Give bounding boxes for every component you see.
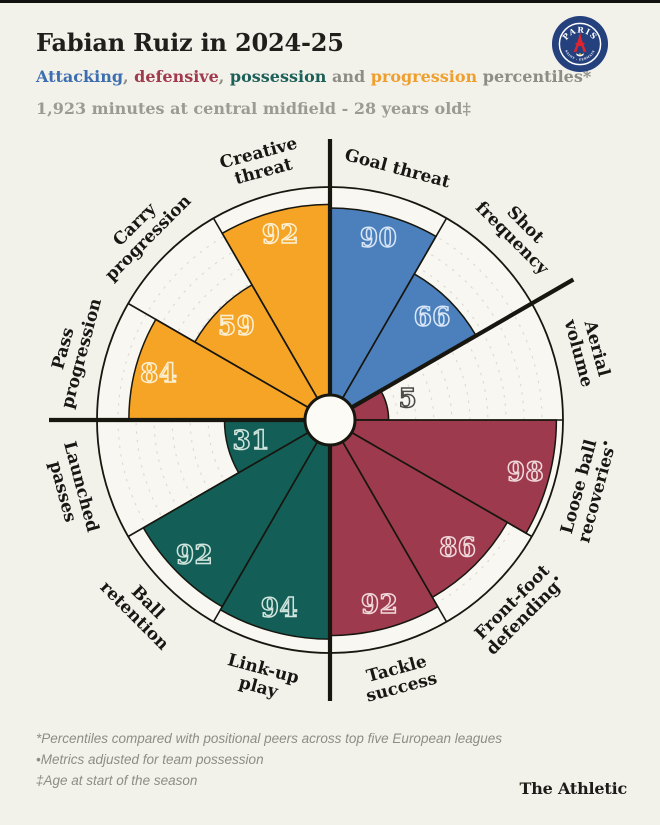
slice-label: Creativethreat xyxy=(218,133,305,191)
svg-text:Passprogression: Passprogression xyxy=(39,291,106,410)
slice-value: 94 xyxy=(261,594,298,624)
slice-front-foot-defending• xyxy=(327,417,509,599)
footnotes-block: *Percentiles compared with positional pe… xyxy=(36,729,502,792)
slice-label: Aerialvolume xyxy=(559,312,615,390)
top-border-bar xyxy=(0,0,660,3)
slice-divider-line xyxy=(212,441,319,623)
svg-text:Link-upplay: Link-upplay xyxy=(220,650,301,707)
slice-value: 92 xyxy=(262,220,299,250)
group-divider-line xyxy=(350,277,575,410)
subtitle-segment: defensive xyxy=(134,67,219,86)
slice-label: Loose ballrecoveries• xyxy=(556,433,621,545)
slice-value: 66 xyxy=(414,303,451,333)
slice-value: 90 xyxy=(360,223,397,253)
center-hole xyxy=(303,393,357,447)
svg-text:Loose ballrecoveries•: Loose ballrecoveries• xyxy=(556,433,621,545)
slice-divider-line xyxy=(127,302,309,409)
slice-value: 86 xyxy=(439,533,476,563)
slice-goal threat xyxy=(329,207,438,423)
slice-loose ball-recoveries• xyxy=(327,419,558,535)
footnote-line: *Percentiles compared with positional pe… xyxy=(36,731,503,746)
slice-label: Tacklesuccess xyxy=(359,650,439,707)
slice-divider-line xyxy=(341,441,448,623)
slice-label: Link-upplay xyxy=(220,650,301,707)
slice-value: 59 xyxy=(218,312,255,342)
subtitle-segment: progression xyxy=(370,67,478,86)
publisher-logo: The Athletic xyxy=(519,779,627,798)
slice-label: Goal threat xyxy=(342,145,452,192)
slice-link-up-play xyxy=(219,417,331,640)
badge-white-ring xyxy=(558,22,602,66)
player-meta: 1,923 minutes at central midfield - 28 y… xyxy=(36,99,471,118)
slice-value: 31 xyxy=(233,426,270,456)
subtitle-segment: percentiles* xyxy=(477,67,592,86)
chart-subtitle: Attacking, defensive, possession and pro… xyxy=(36,67,591,86)
slice-label: Launchedpasses xyxy=(41,439,103,539)
slice-divider-line xyxy=(351,431,533,538)
subtitle-segment: and xyxy=(326,67,371,86)
fleur-de-lis-icon xyxy=(576,53,584,57)
svg-text:Goal threat: Goal threat xyxy=(342,145,452,192)
subtitle-segment: Attacking xyxy=(36,67,124,86)
psg-club-badge: PARIS SAINT - GERMAIN xyxy=(551,15,609,73)
slice-divider-line xyxy=(127,431,309,538)
eiffel-tower-icon xyxy=(573,32,587,52)
svg-text:Aerialvolume: Aerialvolume xyxy=(559,312,615,390)
slice-creative-threat xyxy=(221,203,331,423)
footnote-line: •Metrics adjusted for team possession xyxy=(36,751,264,767)
slice-value: 92 xyxy=(176,540,213,570)
outer-ring xyxy=(96,186,564,654)
page-title: Fabian Ruiz in 2024-25 xyxy=(36,28,344,57)
svg-text:Creativethreat: Creativethreat xyxy=(218,133,305,191)
svg-text:Tacklesuccess: Tacklesuccess xyxy=(359,650,439,706)
slice-value: 92 xyxy=(361,590,398,620)
slice-label: Passprogression xyxy=(39,291,106,410)
slice-tackle-success xyxy=(329,417,439,637)
footnote-line: ‡Age at start of the season xyxy=(36,772,198,788)
svg-text:Launchedpasses: Launchedpasses xyxy=(41,439,103,539)
slice-divider-line xyxy=(341,217,448,399)
subtitle-segment: possession xyxy=(229,67,327,86)
slice-value: 98 xyxy=(507,457,544,487)
subtitle-segment: , xyxy=(218,67,230,86)
slice-divider-line xyxy=(212,217,319,399)
slice-ball-retention xyxy=(142,417,333,608)
slice-value: 5 xyxy=(399,384,418,414)
subtitle-segment: , xyxy=(123,67,135,86)
slice-value: 84 xyxy=(140,359,177,389)
